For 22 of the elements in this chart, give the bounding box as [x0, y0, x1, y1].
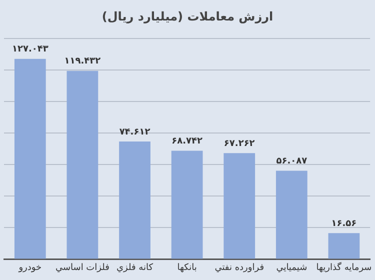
- bar: [276, 170, 308, 259]
- data-label: ۷۴.۶۱۲: [119, 127, 151, 138]
- data-label: ۵۶.۰۸۷: [276, 156, 308, 167]
- bar: [328, 233, 360, 259]
- bar: [119, 142, 150, 259]
- x-tick-label: فراورده نفتي: [214, 262, 264, 273]
- data-label: ۶۷.۲۶۲: [224, 138, 256, 149]
- chart-title: ارزش معاملات (میلیارد ریال): [102, 9, 274, 24]
- bar: [171, 150, 203, 259]
- bar: [66, 70, 98, 259]
- bar: [224, 153, 256, 259]
- x-tick-label: فلزات اساسي: [55, 262, 110, 273]
- bar: [14, 58, 46, 259]
- x-tick-label: كانه فلزي: [116, 262, 154, 273]
- x-tick-label: بانكها: [177, 262, 197, 273]
- data-label: ۱۲۷.۰۴۳: [12, 44, 49, 55]
- data-label: ۶۸.۷۴۲: [172, 136, 203, 147]
- x-tick-label: خودرو: [18, 262, 42, 273]
- data-label: ۱۶.۵۶: [331, 218, 357, 229]
- x-tick-label: شيميايي: [276, 262, 308, 273]
- data-label: ۱۱۹.۴۳۲: [64, 56, 102, 67]
- x-tick-label: سرمایه گذاريها: [316, 260, 372, 273]
